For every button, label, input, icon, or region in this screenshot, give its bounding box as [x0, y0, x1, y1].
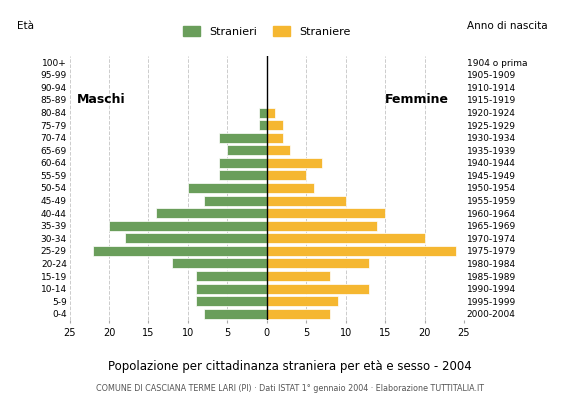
- Text: Anno di nascita: Anno di nascita: [467, 21, 548, 31]
- Bar: [267, 170, 306, 180]
- Bar: [267, 221, 377, 231]
- Bar: [219, 133, 267, 143]
- Bar: [267, 120, 282, 130]
- Bar: [172, 258, 267, 268]
- Bar: [267, 196, 346, 206]
- Bar: [267, 309, 330, 319]
- Bar: [267, 258, 369, 268]
- Bar: [267, 246, 456, 256]
- Bar: [267, 208, 385, 218]
- Bar: [267, 145, 291, 155]
- Bar: [267, 284, 369, 294]
- Text: Femmine: Femmine: [385, 94, 449, 106]
- Bar: [196, 296, 267, 306]
- Bar: [267, 183, 314, 193]
- Legend: Stranieri, Straniere: Stranieri, Straniere: [179, 22, 355, 42]
- Bar: [219, 158, 267, 168]
- Text: Maschi: Maschi: [77, 94, 125, 106]
- Text: COMUNE DI CASCIANA TERME LARI (PI) · Dati ISTAT 1° gennaio 2004 · Elaborazione T: COMUNE DI CASCIANA TERME LARI (PI) · Dat…: [96, 384, 484, 393]
- Bar: [267, 133, 282, 143]
- Bar: [227, 145, 267, 155]
- Bar: [196, 284, 267, 294]
- Bar: [267, 108, 275, 118]
- Bar: [125, 233, 267, 243]
- Text: Popolazione per cittadinanza straniera per età e sesso - 2004: Popolazione per cittadinanza straniera p…: [108, 360, 472, 373]
- Bar: [267, 271, 330, 281]
- Bar: [267, 158, 322, 168]
- Bar: [259, 108, 267, 118]
- Bar: [188, 183, 267, 193]
- Bar: [204, 196, 267, 206]
- Text: Età: Età: [17, 21, 34, 31]
- Bar: [93, 246, 267, 256]
- Bar: [267, 233, 425, 243]
- Bar: [259, 120, 267, 130]
- Bar: [219, 170, 267, 180]
- Bar: [267, 296, 338, 306]
- Bar: [109, 221, 267, 231]
- Bar: [196, 271, 267, 281]
- Bar: [204, 309, 267, 319]
- Bar: [157, 208, 267, 218]
